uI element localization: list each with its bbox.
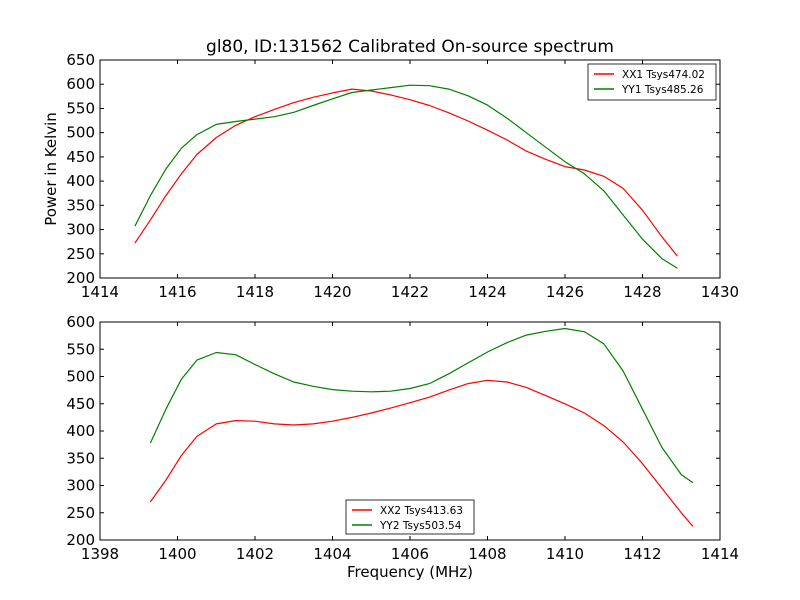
x-tick-label: 1398 xyxy=(81,545,119,563)
y-tick-label: 350 xyxy=(66,196,95,214)
legend-box xyxy=(345,499,475,535)
series-line-yy1 xyxy=(134,84,678,269)
x-axis-label: Frequency (MHz) xyxy=(347,563,473,581)
series-line-xx2 xyxy=(149,379,694,527)
y-tick-label: 450 xyxy=(66,148,95,166)
y-tick-label: 600 xyxy=(66,75,95,93)
y-axis-label: Power in Kelvin xyxy=(42,112,60,226)
series-line-yy2 xyxy=(149,327,694,484)
x-tick-label: 1414 xyxy=(701,545,739,563)
x-tick-label: 1408 xyxy=(468,545,506,563)
y-tick-label: 550 xyxy=(66,99,95,117)
x-tick-label: 1420 xyxy=(313,283,351,301)
top-spectrum-panel: 1414 1416 1418 1420 1422 1424 1426 1428 1430 200 2… xyxy=(42,51,739,301)
x-tick-label: 1430 xyxy=(701,283,739,301)
y-tick-label: 350 xyxy=(66,449,95,467)
y-tick-label: 500 xyxy=(66,368,95,386)
y-tick-label: 250 xyxy=(66,245,95,263)
x-tick-label: 1412 xyxy=(623,545,661,563)
y-tick-label: 300 xyxy=(66,477,95,495)
x-tick-label: 1414 xyxy=(81,283,119,301)
y-tick-label: 450 xyxy=(66,395,95,413)
legend-label: YY2 Tsys503.54 xyxy=(379,520,462,532)
legend-label: XX2 Tsys413.63 xyxy=(380,505,463,517)
x-tick-label: 1424 xyxy=(468,283,506,301)
y-tick-label: 500 xyxy=(66,124,95,142)
x-tick-label: 1416 xyxy=(158,283,196,301)
x-tick-label: 1418 xyxy=(236,283,274,301)
x-tick-label: 1404 xyxy=(313,545,351,563)
series-line-xx1 xyxy=(134,88,678,257)
x-tick-label: 1400 xyxy=(158,545,196,563)
x-tick-label: 1422 xyxy=(391,283,429,301)
y-tick-label: 200 xyxy=(66,531,95,549)
x-tick-label: 1426 xyxy=(546,283,584,301)
y-tick-label: 400 xyxy=(66,422,95,440)
x-tick-label: 1406 xyxy=(391,545,429,563)
x-tick-label: 1410 xyxy=(546,545,584,563)
x-tick-label: 1402 xyxy=(236,545,274,563)
legend-label: YY1 Tsys485.26 xyxy=(621,84,704,96)
figure-title: gl80, ID:131562 Calibrated On-source spe… xyxy=(206,37,614,57)
y-tick-label: 600 xyxy=(66,313,95,331)
legend-label: XX1 Tsys474.02 xyxy=(622,69,705,81)
bottom-spectrum-panel: 1398 1400 1402 1404 1406 1408 1410 1412 1414 200 2… xyxy=(66,313,739,581)
y-tick-label: 300 xyxy=(66,221,95,239)
y-tick-label: 200 xyxy=(66,269,95,287)
y-tick-label: 650 xyxy=(66,51,95,69)
x-tick-label: 1428 xyxy=(623,283,661,301)
y-tick-label: 550 xyxy=(66,340,95,358)
y-tick-label: 250 xyxy=(66,504,95,522)
y-tick-label: 400 xyxy=(66,172,95,190)
legend-box xyxy=(587,63,717,101)
